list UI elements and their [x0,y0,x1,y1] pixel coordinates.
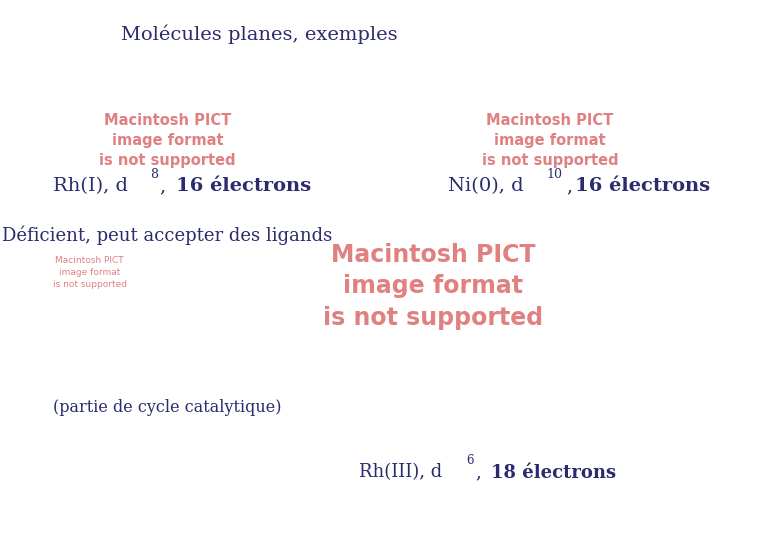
Text: Ni(0), d: Ni(0), d [448,177,524,195]
Text: ,: , [476,463,488,482]
Text: (partie de cycle catalytique): (partie de cycle catalytique) [53,399,282,416]
Text: Macintosh PICT
image format
is not supported: Macintosh PICT image format is not suppo… [53,256,126,289]
Text: Déficient, peut accepter des ligands: Déficient, peut accepter des ligands [2,225,332,245]
Text: 8: 8 [150,168,158,181]
Text: 16 électrons: 16 électrons [575,177,710,195]
Text: ,: , [567,177,573,195]
Text: Macintosh PICT
image format
is not supported: Macintosh PICT image format is not suppo… [481,113,619,168]
Text: 6: 6 [466,454,473,467]
Text: Molécules planes, exemples: Molécules planes, exemples [121,24,398,44]
Text: 16 électrons: 16 électrons [176,177,311,195]
Text: 18 électrons: 18 électrons [491,463,616,482]
Text: Rh(III), d: Rh(III), d [359,463,442,482]
Text: Macintosh PICT
image format
is not supported: Macintosh PICT image format is not suppo… [323,242,543,330]
Text: 10: 10 [546,168,562,181]
Text: Rh(I), d: Rh(I), d [53,177,128,195]
Text: ,: , [160,177,172,195]
Text: Macintosh PICT
image format
is not supported: Macintosh PICT image format is not suppo… [99,113,236,168]
